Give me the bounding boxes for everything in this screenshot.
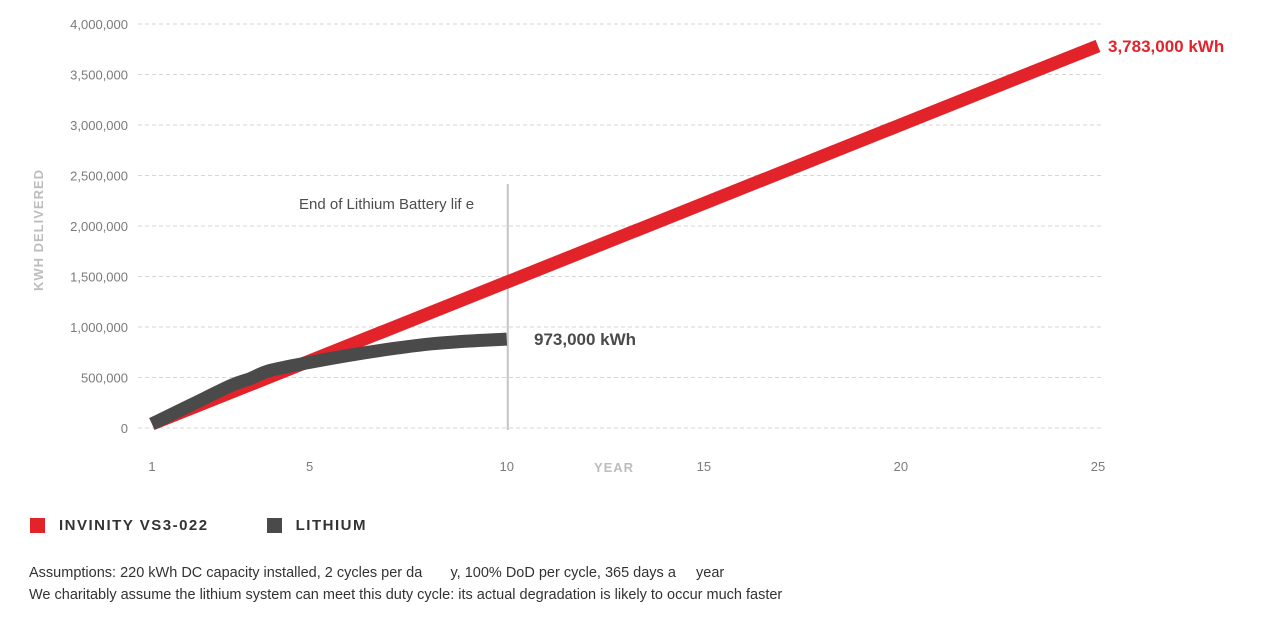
lithium-end-label: 973,000 kWh: [534, 330, 636, 349]
y-tick-label: 3,000,000: [70, 118, 128, 133]
data-series: [149, 39, 1101, 430]
x-tick-label: 1: [148, 459, 155, 474]
x-tick-label: 10: [500, 459, 514, 474]
x-tick-label: 20: [894, 459, 908, 474]
legend-swatch-lithium: [266, 518, 282, 533]
legend-label-lithium: LITHIUM: [295, 517, 367, 534]
y-axis-ticks: 0 500,000 1,000,000 1,500,000 2,000,000 2,500…: [70, 17, 128, 436]
legend-item-lithium: LITHIUM: [266, 517, 367, 534]
series-line-lithium: [149, 332, 508, 430]
x-axis-label: YEAR: [594, 460, 634, 475]
footnotes: Assumptions: 220 kWh DC capacity install…: [29, 562, 782, 606]
legend-label-invinity: INVINITY VS3-022: [59, 517, 209, 534]
legend-swatch-invinity: [30, 518, 45, 533]
y-tick-label: 2,000,000: [70, 219, 128, 234]
legend: INVINITY VS3-022 LITHIUM: [30, 517, 425, 534]
x-axis-ticks: 1 5 10 15 20 25: [148, 459, 1105, 474]
legend-item-invinity: INVINITY VS3-022: [30, 517, 209, 534]
y-tick-label: 500,000: [81, 371, 128, 386]
y-tick-label: 1,500,000: [70, 270, 128, 285]
y-tick-label: 4,000,000: [70, 17, 128, 32]
x-tick-label: 5: [306, 459, 313, 474]
y-tick-label: 2,500,000: [70, 169, 128, 184]
end-labels: 3,783,000 kWh 973,000 kWh: [534, 37, 1224, 349]
y-tick-label: 1,000,000: [70, 320, 128, 335]
line-chart: 0 500,000 1,000,000 1,500,000 2,000,000 2,500…: [31, 17, 1224, 475]
x-tick-label: 15: [697, 459, 711, 474]
x-tick-label: 25: [1091, 459, 1105, 474]
lithium-caveat-note: We charitably assume the lithium system …: [29, 587, 783, 603]
y-tick-label: 3,500,000: [70, 68, 128, 83]
invinity-end-label: 3,783,000 kWh: [1108, 37, 1224, 56]
y-tick-label: 0: [121, 421, 128, 436]
assumptions-note: Assumptions: 220 kWh DC capacity install…: [29, 565, 725, 581]
end-of-life-label: End of Lithium Battery lif e: [299, 196, 474, 213]
end-of-life-annotation: End of Lithium Battery lif e: [299, 184, 509, 430]
y-axis-label: KWH DELIVERED: [31, 169, 46, 291]
